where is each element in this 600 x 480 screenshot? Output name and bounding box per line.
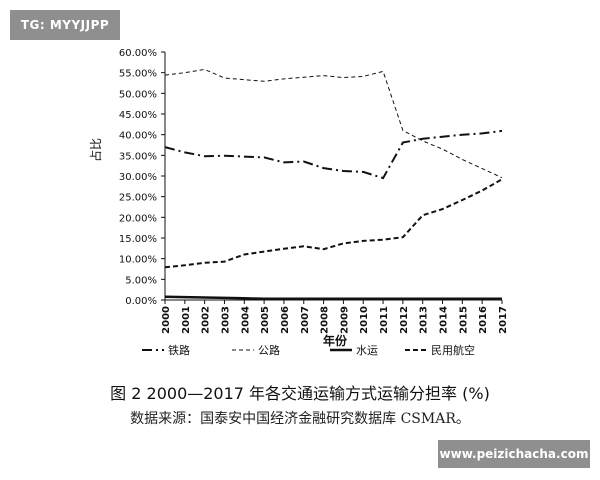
x-tick-label: 2016	[478, 306, 489, 334]
y-tick-label: 40.00%	[119, 131, 157, 142]
watermark-top-left: TG: MYYJJPP	[10, 10, 120, 40]
y-tick-label: 20.00%	[119, 213, 157, 224]
series-line-1	[164, 129, 503, 180]
x-tick-label: 2005	[260, 306, 271, 334]
x-tick-label: 2007	[300, 306, 311, 334]
x-axis: 2000 2001 2002 2003 2004 2005 2006 2007 2008 2009…	[161, 299, 509, 334]
series-line-2	[164, 68, 503, 179]
legend: 铁路 公路 水运 民用航空	[142, 343, 475, 357]
y-tick-label: 25.00%	[119, 193, 157, 204]
y-tick-label: 50.00%	[119, 89, 157, 100]
x-tick-label: 2009	[339, 306, 350, 334]
x-tick-label: 2004	[240, 306, 251, 334]
figure-source: 数据来源：国泰安中国经济金融研究数据库 CSMAR。	[130, 411, 470, 427]
x-tick-label: 2001	[181, 306, 192, 334]
y-axis-label: 占比	[88, 138, 103, 162]
legend-label-3: 水运	[356, 344, 378, 357]
y-tick-label: 35.00%	[119, 151, 157, 162]
x-tick-label: 2013	[419, 306, 430, 334]
y-tick-label: 30.00%	[119, 172, 157, 183]
x-tick-label: 2010	[359, 306, 370, 334]
y-tick-label: 10.00%	[119, 255, 157, 266]
x-tick-label: 2002	[201, 306, 212, 334]
y-tick-label: 15.00%	[119, 234, 157, 245]
series-line-4	[164, 178, 503, 269]
legend-label-1: 铁路	[168, 344, 190, 357]
x-tick-label: 2014	[439, 306, 450, 334]
x-tick-label: 2006	[280, 306, 291, 334]
x-tick-label: 2008	[320, 306, 331, 334]
y-tick-label: 0.00%	[125, 296, 157, 307]
x-tick-label: 2012	[399, 306, 410, 334]
x-tick-label: 2003	[220, 306, 231, 334]
x-axis-label: 年份	[323, 333, 348, 348]
x-tick-label: 2011	[379, 306, 390, 334]
y-tick-label: 55.00%	[119, 69, 157, 80]
y-tick-label: 60.00%	[119, 48, 157, 59]
series-line-3	[164, 295, 502, 301]
y-axis: 0.00% 5.00% 10.00% 15.00% 20.00% 25.00% 30.00%…	[119, 48, 166, 307]
figure-title: 图 2 2000—2017 年各交通运输方式运输分担率 (%)	[110, 384, 490, 403]
legend-label-2: 公路	[258, 344, 280, 357]
watermark-bottom-right: www.peizichacha.com	[438, 440, 590, 468]
y-tick-label: 5.00%	[125, 275, 157, 286]
legend-label-4: 民用航空	[431, 343, 475, 357]
y-tick-label: 45.00%	[119, 110, 157, 121]
x-tick-label: 2017	[498, 306, 509, 334]
x-tick-label: 2015	[458, 306, 469, 334]
x-tick-label: 2000	[161, 306, 172, 334]
line-chart: 0.00% 5.00% 10.00% 15.00% 20.00% 25.00% 30.00%…	[88, 48, 509, 357]
series-lines	[164, 68, 503, 301]
